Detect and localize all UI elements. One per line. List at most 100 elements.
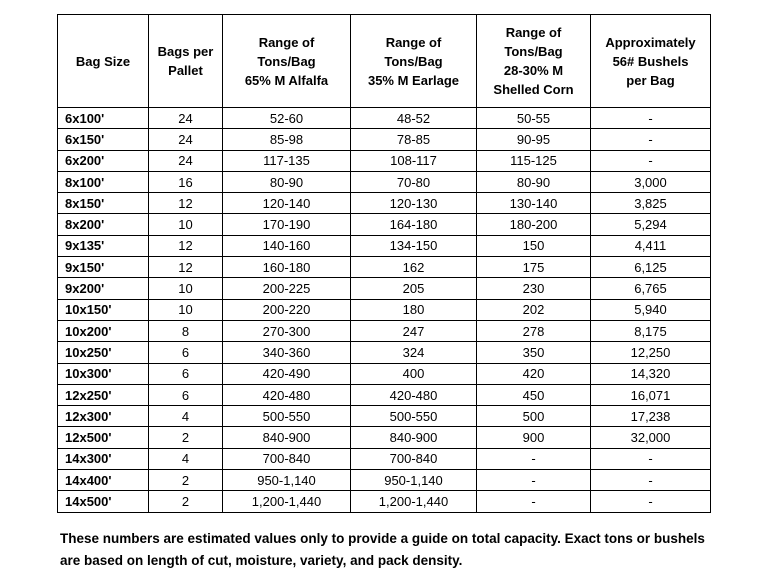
table-row: 6x150' 24 85-98 78-85 90-95- <box>57 128 711 151</box>
table-cell: 270-300 <box>222 319 351 343</box>
table-cell: 6,125 <box>590 256 711 279</box>
table-cell: 200-220 <box>222 298 351 321</box>
table-cell: 4 <box>148 405 223 428</box>
column-header: Range of Tons/Bag 35% M Earlage <box>350 14 477 108</box>
table-cell: 120-130 <box>350 192 477 215</box>
table-cell: 950-1,140 <box>350 469 477 492</box>
table-cell: 48-52 <box>350 106 477 130</box>
bag-size-cell: 8x100' <box>57 170 149 194</box>
table-cell: - <box>590 128 711 151</box>
table-cell: 420 <box>476 362 591 385</box>
table-cell: 420-490 <box>222 362 351 385</box>
bag-size-cell: 9x200' <box>57 277 149 300</box>
table-cell: 500-550 <box>222 405 351 428</box>
header-line: Tons/Bag <box>384 53 443 69</box>
table-cell: 170-190 <box>222 213 351 236</box>
capacity-table: Bag Size Bags per Pallet Range of Tons/Bag 65… <box>57 14 711 513</box>
table-cell: 108-117 <box>350 149 477 172</box>
table-cell: 340-360 <box>222 341 351 364</box>
table-cell: 324 <box>350 341 477 364</box>
bag-size-cell: 9x150' <box>57 256 149 279</box>
table-row: 14x300' 4 700-840 700-840- - <box>57 447 711 471</box>
table-cell: 150 <box>476 234 591 258</box>
table-cell: 205 <box>350 277 477 300</box>
table-cell: 80-90 <box>476 170 591 194</box>
header-line: Tons/Bag <box>257 53 316 69</box>
table-cell: 4 <box>148 447 223 471</box>
table-cell: 180 <box>350 298 477 321</box>
table-cell: 10 <box>148 213 223 236</box>
table-cell: 12 <box>148 192 223 215</box>
table-cell: 120-140 <box>222 192 351 215</box>
header-row: Bag Size Bags per Pallet Range of Tons/Bag 65… <box>57 14 711 108</box>
table-cell: 500 <box>476 405 591 428</box>
table-cell: 450 <box>476 383 591 407</box>
table-cell: 12,250 <box>590 341 711 364</box>
table-cell: 117-135 <box>222 149 351 172</box>
table-cell: 90-95 <box>476 128 591 151</box>
column-header: Range of Tons/Bag 28-30% M Shelled Corn <box>476 14 591 108</box>
table-cell: 6 <box>148 341 223 364</box>
table-row: 8x100' 16 80-90 70-80 80-90 3,000 <box>57 170 711 194</box>
bag-size-cell: 6x100' <box>57 106 149 130</box>
bag-size-cell: 8x200' <box>57 213 149 236</box>
table-cell: - <box>590 469 711 492</box>
table-cell: 180-200 <box>476 213 591 236</box>
table-cell: 6,765 <box>590 277 711 300</box>
table-cell: 420-480 <box>222 383 351 407</box>
table-cell: 140-160 <box>222 234 351 258</box>
table-cell: 16 <box>148 170 223 194</box>
column-header: Bag Size <box>57 14 149 108</box>
table-cell: 200-225 <box>222 277 351 300</box>
table-cell: 5,940 <box>590 298 711 321</box>
table-row: 10x150' 10 200-220 180 202 5,940 <box>57 298 711 321</box>
table-cell: 420-480 <box>350 383 477 407</box>
table-cell: - <box>476 447 591 471</box>
table-cell: - <box>476 469 591 492</box>
header-line: Pallet <box>168 63 203 78</box>
bag-size-cell: 14x300' <box>57 447 149 471</box>
table-cell: 700-840 <box>350 447 477 471</box>
table-row: 12x300' 4 500-550 500-550 500 17,238 <box>57 405 711 428</box>
table-row: 10x300' 6 420-490 400 420 14,320 <box>57 362 711 385</box>
table-cell: 4,411 <box>590 234 711 258</box>
bag-size-cell: 10x150' <box>57 298 149 321</box>
table-cell: 32,000 <box>590 426 711 449</box>
table-row: 9x200' 10 200-225 205 230 6,765 <box>57 277 711 300</box>
column-header: Range of Tons/Bag 65% M Alfalfa <box>222 14 351 108</box>
table-cell: 400 <box>350 362 477 385</box>
table-cell: 175 <box>476 256 591 279</box>
table-row: 10x200' 8 270-300 247 278 8,175 <box>57 319 711 343</box>
header-line: Tons/Bag <box>504 44 563 59</box>
table-cell: 2 <box>148 469 223 492</box>
header-line: Bag Size <box>75 53 131 69</box>
bag-size-cell: 6x200' <box>57 149 149 172</box>
table-cell: 17,238 <box>590 405 711 428</box>
table-cell: 130-140 <box>476 192 591 215</box>
table-cell: 50-55 <box>476 106 591 130</box>
table-row: 14x500' 2 1,200-1,440 1,200-1,440- - <box>57 490 711 513</box>
table-cell: 24 <box>148 106 223 130</box>
table-row: 12x500' 2 840-900 840-900 900 32,000 <box>57 426 711 449</box>
header-line: Range of <box>258 34 315 50</box>
header-line: Range of <box>505 25 562 40</box>
table-cell: 24 <box>148 149 223 172</box>
table-cell: - <box>590 490 711 513</box>
table-cell: 10 <box>148 298 223 321</box>
table-cell: 230 <box>476 277 591 300</box>
table-cell: 162 <box>350 256 477 279</box>
header-line: 65% M Alfalfa <box>244 72 329 88</box>
table-cell: 164-180 <box>350 213 477 236</box>
table-cell: 840-900 <box>350 426 477 449</box>
table-cell: 5,294 <box>590 213 711 236</box>
header-line: Approximately <box>605 34 696 50</box>
table-cell: 950-1,140 <box>222 469 351 492</box>
table-row: 6x200' 24 117-135 108-117 115-125- <box>57 149 711 172</box>
table-cell: 278 <box>476 319 591 343</box>
bag-size-cell: 8x150' <box>57 192 149 215</box>
table-cell: 12 <box>148 234 223 258</box>
table-row: 9x135' 12 140-160 134-150 150 4,411 <box>57 234 711 258</box>
header-line: Shelled Corn <box>493 82 574 97</box>
table-cell: 700-840 <box>222 447 351 471</box>
table-cell: 2 <box>148 426 223 449</box>
